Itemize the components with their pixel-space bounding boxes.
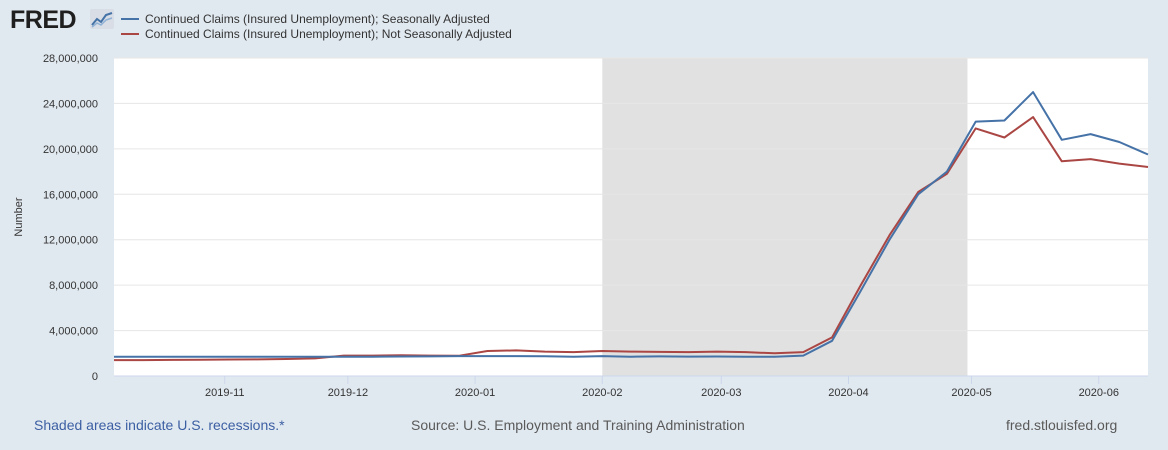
- legend-item-nsa[interactable]: Continued Claims (Insured Unemployment);…: [121, 26, 512, 41]
- series-line-sa[interactable]: [114, 91, 1149, 358]
- y-tick-label: 28,000,000: [43, 53, 98, 65]
- line-chart: 0 4,000,000 8,000,000 12,000,000 16,000,000 2…: [13, 53, 1149, 399]
- y-tick-label: 0: [92, 371, 98, 383]
- x-tick-label: 2020-04: [828, 387, 868, 399]
- x-tick-label: 2020-01: [455, 387, 495, 399]
- x-tick-label: 2020-06: [1079, 387, 1119, 399]
- y-tick-label: 4,000,000: [49, 326, 98, 338]
- legend-item-sa[interactable]: Continued Claims (Insured Unemployment);…: [121, 11, 512, 26]
- recession-shade: [602, 58, 968, 376]
- legend-swatch-sa: [121, 17, 139, 20]
- y-tick-label: 16,000,000: [43, 189, 98, 201]
- legend-label-nsa: Continued Claims (Insured Unemployment);…: [145, 26, 512, 41]
- fred-logo[interactable]: FRED: [10, 6, 77, 34]
- x-tick-label: 2020-02: [582, 387, 622, 399]
- fred-graph-icon: [90, 9, 114, 29]
- chart-legend: Continued Claims (Insured Unemployment);…: [121, 11, 512, 41]
- x-tick-label: 2020-03: [701, 387, 741, 399]
- chart-header: FRED Continued Claims (Insured Unemploym…: [0, 0, 1168, 50]
- y-tick-label: 24,000,000: [43, 98, 98, 110]
- x-tick-label: 2020-05: [951, 387, 991, 399]
- y-axis-title: Number: [13, 197, 25, 236]
- x-tick-label: 2019-12: [328, 387, 368, 399]
- source-text: Source: U.S. Employment and Training Adm…: [411, 417, 745, 433]
- y-tick-label: 8,000,000: [49, 280, 98, 292]
- series-line-nsa[interactable]: [114, 116, 1149, 362]
- x-tick-label: 2019-11: [205, 387, 245, 399]
- fred-site-link[interactable]: fred.stlouisfed.org: [1006, 417, 1118, 433]
- legend-label-sa: Continued Claims (Insured Unemployment);…: [145, 11, 490, 26]
- recession-note-link[interactable]: Shaded areas indicate U.S. recessions.*: [34, 417, 285, 433]
- legend-swatch-nsa: [121, 32, 139, 35]
- y-tick-label: 12,000,000: [43, 235, 98, 247]
- y-tick-label: 20,000,000: [43, 144, 98, 156]
